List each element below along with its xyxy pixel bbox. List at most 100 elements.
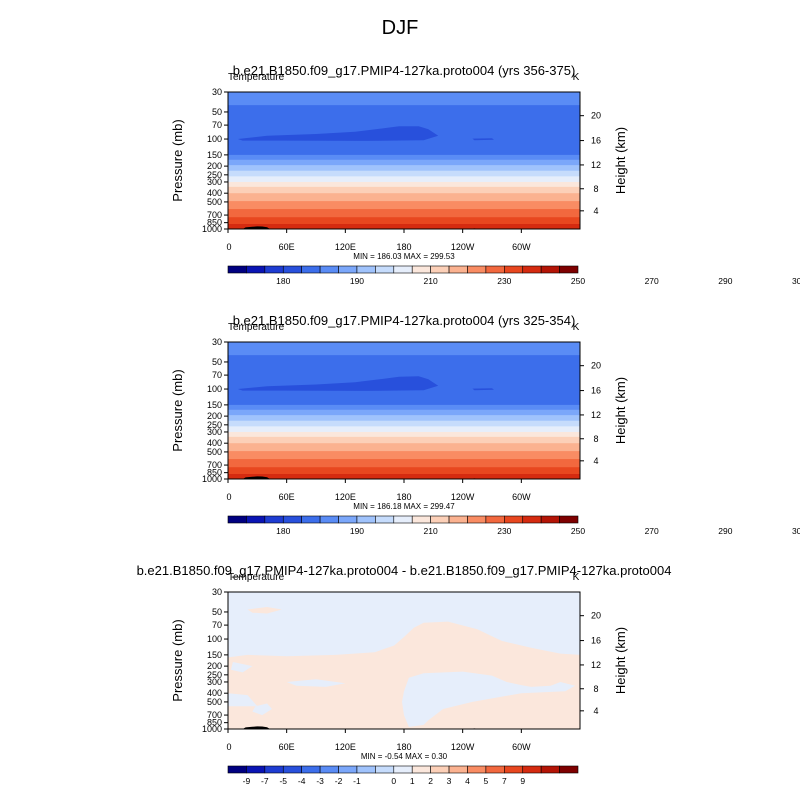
y-tick-label: 1000: [202, 474, 222, 484]
contour-band: [228, 415, 580, 422]
x-tick-label: 0: [226, 492, 231, 502]
y-tick-label: 850: [207, 718, 222, 728]
y-tick-label: 200: [207, 161, 222, 171]
right-tick-label: 12: [591, 410, 601, 420]
contour-band: [228, 404, 580, 411]
right-tick-label: 16: [591, 386, 601, 396]
units-label: K: [573, 572, 580, 583]
colorbar-swatch: [301, 765, 321, 774]
colorbar-swatch: [338, 765, 358, 774]
colorbar-label: 250: [571, 526, 585, 536]
colorbar-label: 230: [497, 276, 511, 286]
colorbar-swatch: [301, 515, 321, 524]
colorbar-swatch: [540, 515, 560, 524]
colorbar-swatch: [522, 515, 542, 524]
colorbar-label: 250: [571, 276, 585, 286]
x-tick-label: 60E: [279, 492, 295, 502]
colorbar-swatch: [467, 265, 487, 274]
contour-band: [228, 209, 580, 218]
x-tick-label: 120W: [451, 242, 475, 252]
contour-region: [237, 126, 439, 141]
colorbar-swatch: [246, 265, 266, 274]
y-tick-label: 500: [207, 697, 222, 707]
colorbar-swatch: [411, 515, 431, 524]
x-tick-label: 120E: [335, 742, 356, 752]
contour-band: [228, 459, 580, 468]
x-tick-label: 180: [396, 492, 411, 502]
y-tick-label: 100: [207, 134, 222, 144]
right-tick-label: 20: [591, 611, 601, 621]
contour-band: [228, 217, 580, 225]
right-tick-label: 16: [591, 136, 601, 146]
contour-fill: [228, 342, 580, 479]
y-tick-label: 30: [212, 587, 222, 597]
right-tick-label: 4: [593, 456, 598, 466]
y-tick-label: 300: [207, 427, 222, 437]
contour-band: [228, 443, 580, 452]
colorbar-label: -5: [279, 776, 287, 786]
colorbar-swatch: [338, 515, 358, 524]
colorbar-swatch: [338, 265, 358, 274]
y-tick-label: 400: [207, 188, 222, 198]
x-tick-label: 180: [396, 242, 411, 252]
x-tick-label: 120W: [451, 742, 475, 752]
x-tick-label: 60W: [512, 242, 531, 252]
colorbar-swatch: [448, 515, 468, 524]
colorbar-swatch: [485, 265, 505, 274]
colorbar-label: 190: [350, 276, 364, 286]
colorbar-swatch: [282, 265, 302, 274]
contour-band: [228, 170, 580, 177]
contour-band: [228, 474, 580, 479]
right-axis-label: Height (km): [613, 377, 628, 444]
colorbar-swatch: [504, 265, 524, 274]
y-tick-label: 700: [207, 210, 222, 220]
colorbar-swatch: [522, 265, 542, 274]
colorbar-swatch: [559, 515, 579, 524]
y-tick-label: 70: [212, 620, 222, 630]
min-max-text: MIN = 186.03 MAX = 299.53: [353, 252, 455, 261]
colorbar-label: 290: [718, 526, 732, 536]
right-tick-label: 12: [591, 660, 601, 670]
x-tick-label: 120E: [335, 492, 356, 502]
right-tick-label: 20: [591, 361, 601, 371]
contour-band: [228, 92, 580, 106]
contour-region: [472, 388, 494, 391]
terrain-mask: [242, 226, 270, 229]
colorbar-swatch: [393, 265, 413, 274]
figure-title: DJF: [382, 17, 419, 39]
y-tick-label: 150: [207, 150, 222, 160]
colorbar-swatch: [246, 765, 266, 774]
colorbar-label: 230: [497, 526, 511, 536]
y-tick-label: 300: [207, 177, 222, 187]
contour-region: [237, 376, 439, 391]
y-tick-label: 100: [207, 384, 222, 394]
colorbar-swatch: [504, 765, 524, 774]
colorbar-swatch: [227, 515, 247, 524]
colorbar-label: 1: [410, 776, 415, 786]
colorbar-label: -3: [316, 776, 324, 786]
colorbar-swatch: [430, 765, 450, 774]
contour-band: [228, 467, 580, 475]
contour-band: [228, 181, 580, 188]
contour-region: [472, 138, 494, 141]
right-tick-label: 12: [591, 160, 601, 170]
colorbar-swatch: [448, 265, 468, 274]
y-tick-label: 700: [207, 710, 222, 720]
terrain-mask: [242, 726, 270, 729]
colorbar-swatch: [540, 265, 560, 274]
contour-band: [228, 186, 580, 194]
colorbar-label: 290: [718, 276, 732, 286]
right-tick-label: 20: [591, 111, 601, 121]
y-tick-label: 200: [207, 661, 222, 671]
colorbar-swatch: [504, 515, 524, 524]
colorbar-swatch: [264, 515, 284, 524]
contour-band: [228, 436, 580, 444]
colorbar-label: 190: [350, 526, 364, 536]
colorbar-label: 300: [792, 276, 800, 286]
right-tick-label: 8: [593, 184, 598, 194]
contour-band: [228, 224, 580, 229]
contour-band: [228, 426, 580, 433]
colorbar-swatch: [375, 765, 395, 774]
colorbar-swatch: [227, 765, 247, 774]
x-tick-label: 180: [396, 742, 411, 752]
